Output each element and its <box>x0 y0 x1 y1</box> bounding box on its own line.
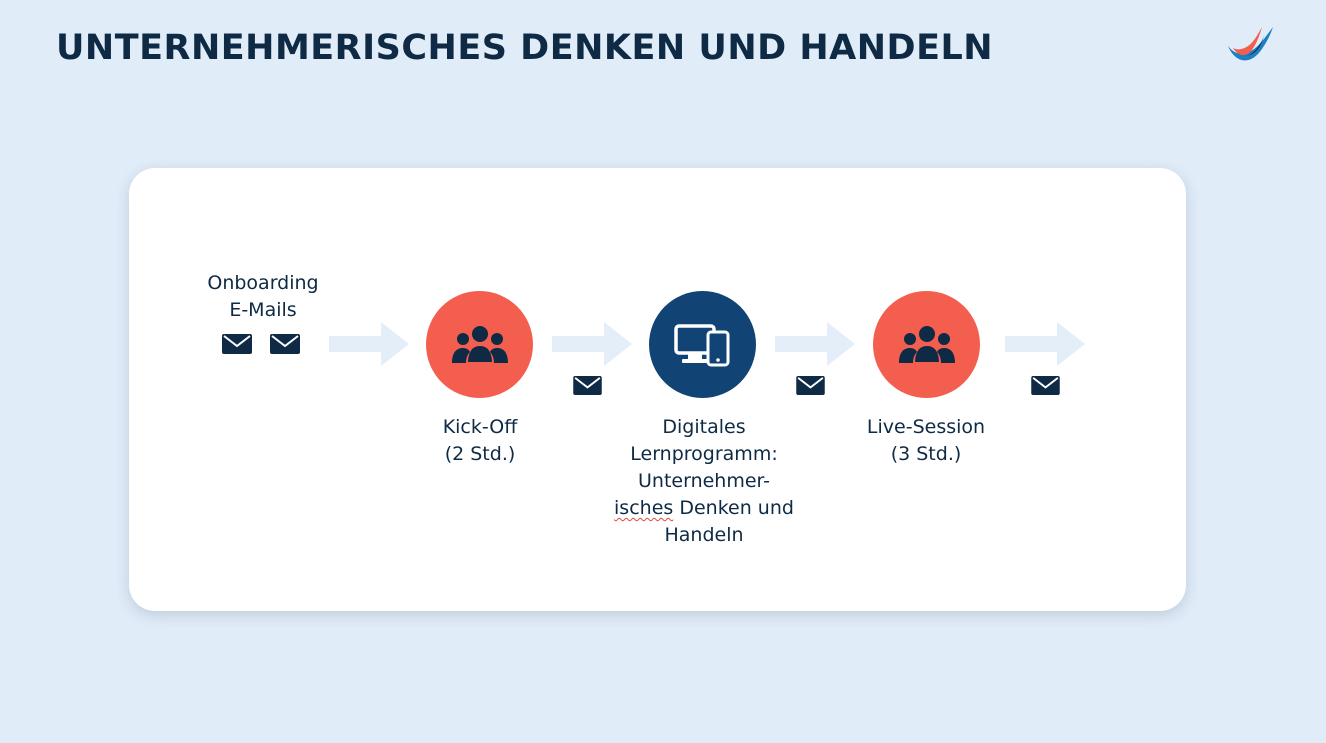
arrow-right-icon <box>329 322 409 366</box>
process-card <box>129 168 1186 611</box>
arrow-right-icon <box>775 322 855 366</box>
envelope-icon <box>796 376 825 395</box>
brand-logo <box>1228 27 1273 61</box>
kickoff-label: Kick-Off (2 Std.) <box>442 416 518 465</box>
digital-label: Digitales Lernprogramm: Unternehmer- isc… <box>614 416 794 546</box>
digital-step-circle <box>649 291 756 398</box>
arrow-right-icon <box>1005 322 1085 366</box>
page-title: UNTERNEHMERISCHES DENKEN UND HANDELN <box>56 28 994 68</box>
onboarding-label: Onboarding E-Mails <box>207 272 319 321</box>
devices-icon <box>673 323 729 366</box>
envelope-icon <box>222 334 252 354</box>
live-session-label: Live-Session (3 Std.) <box>866 416 986 465</box>
people-group-icon <box>451 325 508 364</box>
people-group-icon <box>898 325 955 364</box>
envelope-icon <box>270 334 300 354</box>
live-session-step-circle <box>873 291 980 398</box>
kickoff-step-circle <box>426 291 533 398</box>
envelope-icon <box>573 376 602 395</box>
arrow-right-icon <box>552 322 632 366</box>
envelope-icon <box>1031 376 1060 395</box>
